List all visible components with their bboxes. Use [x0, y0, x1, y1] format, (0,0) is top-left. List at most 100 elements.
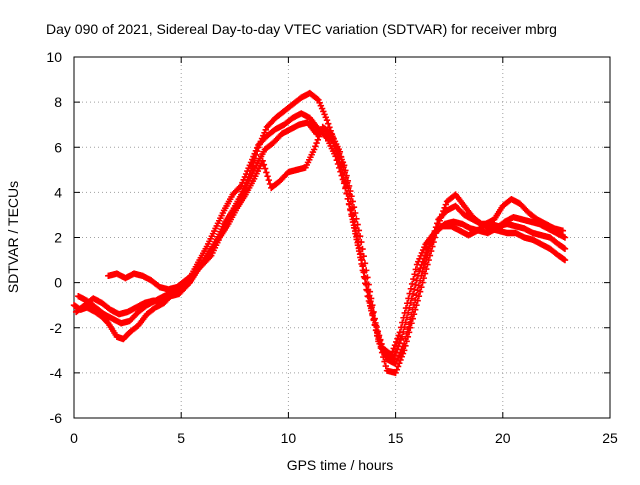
data-point — [336, 148, 344, 155]
data-point — [345, 184, 352, 192]
y-tick-label: -6 — [50, 410, 63, 426]
data-series — [105, 123, 567, 359]
data-point — [344, 179, 351, 186]
data-point — [398, 333, 406, 340]
data-point — [352, 225, 359, 232]
data-point — [389, 348, 396, 355]
x-axis-label: GPS time / hours — [287, 457, 394, 473]
data-point — [260, 161, 268, 168]
y-tick-label: 2 — [54, 230, 62, 246]
data-point — [374, 328, 382, 335]
data-point — [414, 287, 421, 294]
data-point — [405, 295, 412, 302]
data-point — [346, 191, 353, 198]
data-point — [362, 274, 369, 282]
data-point — [310, 146, 318, 153]
data-series — [75, 110, 569, 368]
data-point — [405, 321, 413, 328]
data-point — [408, 311, 415, 318]
data-point — [313, 139, 320, 147]
data-point — [406, 290, 413, 297]
data-point — [400, 314, 407, 321]
data-point — [413, 291, 420, 299]
data-point — [410, 301, 418, 309]
data-point — [312, 143, 319, 150]
data-point — [236, 183, 244, 191]
chart-title: Day 090 of 2021, Sidereal Day-to-day VTE… — [46, 21, 557, 37]
data-point — [391, 341, 399, 349]
data-point — [404, 300, 411, 307]
data-point — [412, 296, 419, 304]
y-tick-label: 6 — [54, 139, 62, 155]
data-point — [337, 153, 345, 161]
y-tick-label: 10 — [46, 49, 62, 65]
y-tick-label: -2 — [50, 320, 63, 336]
data-point — [265, 176, 272, 184]
data-point — [314, 136, 322, 144]
data-point — [402, 304, 410, 312]
data-point — [368, 303, 375, 311]
data-point — [391, 352, 398, 360]
data-point — [401, 309, 408, 317]
data-point — [347, 198, 355, 205]
data-point — [390, 356, 397, 363]
data-point — [407, 285, 415, 292]
data-series — [72, 119, 569, 363]
x-tick-label: 5 — [177, 430, 185, 446]
data-point — [370, 315, 378, 322]
data-point — [264, 173, 271, 180]
data-point — [325, 120, 332, 127]
data-point — [377, 336, 384, 343]
data-point — [404, 325, 412, 333]
data-point — [399, 319, 406, 326]
data-point — [402, 335, 409, 342]
data-point — [340, 164, 347, 171]
data-point — [348, 204, 356, 212]
data-point — [355, 238, 362, 245]
data-point — [259, 157, 266, 164]
tick-layer: 0 5 10 15 20 25 -6 -4 -2 0 2 4 6 8 10 — [46, 49, 618, 446]
data-point — [392, 369, 399, 377]
data-point — [378, 340, 385, 348]
data-point — [183, 282, 190, 290]
data-point — [423, 248, 430, 256]
data-point — [442, 201, 450, 208]
data-point — [373, 323, 380, 331]
data-layer — [70, 89, 569, 377]
data-point — [369, 309, 377, 317]
data-point — [434, 220, 441, 227]
data-point — [317, 130, 324, 137]
data-point — [357, 250, 364, 257]
data-point — [394, 335, 401, 342]
data-point — [415, 268, 423, 275]
data-point — [359, 262, 367, 270]
data-point — [364, 286, 372, 293]
data-point — [388, 351, 395, 359]
y-tick-label: 0 — [54, 275, 62, 291]
data-point — [412, 281, 419, 289]
x-tick-label: 25 — [602, 430, 618, 446]
data-point — [410, 275, 417, 283]
data-point — [403, 330, 410, 338]
data-point — [382, 362, 389, 370]
data-point — [397, 336, 405, 344]
data-point — [323, 116, 331, 124]
data-point — [363, 280, 371, 288]
data-point — [367, 298, 374, 305]
data-point — [395, 343, 402, 350]
data-point — [358, 256, 366, 263]
data-point — [372, 319, 379, 327]
data-point — [397, 324, 405, 331]
data-point — [413, 277, 420, 284]
data-point — [326, 129, 334, 136]
data-point — [350, 211, 357, 219]
data-point — [392, 349, 400, 357]
data-point — [313, 95, 321, 103]
data-point — [361, 268, 368, 276]
y-tick-label: -4 — [50, 365, 63, 381]
data-point — [206, 253, 214, 261]
data-point — [393, 346, 401, 353]
data-point — [411, 271, 418, 278]
data-point — [396, 340, 403, 347]
